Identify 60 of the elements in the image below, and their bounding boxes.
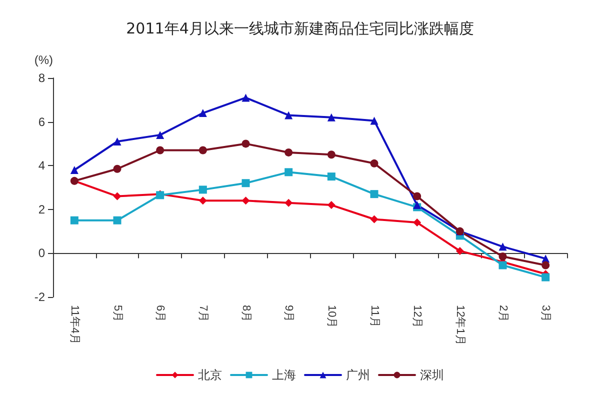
point [113,164,122,173]
x-tick-label: 11年4月 [68,305,80,345]
point [156,130,164,139]
point [498,242,507,251]
x-tick-label: 10月 [325,305,338,328]
point [284,111,293,120]
x-tick-label: 12年1月 [454,305,466,346]
y-tick-label: 4 [38,158,46,173]
point [284,148,293,156]
point [242,179,250,188]
point [413,192,422,200]
point [284,168,293,176]
point [198,109,207,118]
y-tick-label: -2 [34,290,46,304]
point [327,201,336,210]
point [113,192,122,200]
point [370,215,378,224]
point [370,116,378,125]
chart-title: 2011年4月以来一线城市新建商品住宅同比涨跌幅度 [126,20,474,38]
x-tick-label: 8月 [240,305,252,322]
point [413,218,422,227]
point [370,190,378,198]
point [242,196,250,205]
x-tick-label: 3月 [540,305,552,322]
legend-label: 北京 [198,368,222,382]
x-tick-label: 7月 [196,305,209,322]
x-tick-label: 2月 [496,305,509,322]
point [242,140,250,148]
point [498,252,507,260]
x-tick-label: 12月 [411,305,424,328]
point [242,94,250,102]
x-tick-label: 11月 [368,305,380,328]
y-tick-label: 8 [38,71,46,85]
y-tick-label: 0 [38,246,46,260]
legend-label: 广州 [346,368,370,382]
legend-label: 上海 [272,368,296,382]
x-tick-label: 5月 [111,305,124,322]
x-tick-label: 9月 [282,305,295,322]
point [327,172,336,181]
point [327,113,336,122]
point [456,247,464,256]
legend-label: 深圳 [420,368,444,382]
y-tick-label: 6 [38,114,46,129]
point [327,150,336,159]
point [113,138,122,146]
point [70,166,78,174]
point [498,261,507,270]
point [542,273,550,282]
point [113,216,122,224]
y-tick-label: 2 [38,202,46,216]
point [156,146,164,154]
point [198,146,207,154]
x-tick-label: 6月 [154,305,166,322]
point [284,198,293,207]
point [198,196,207,205]
point [542,261,550,270]
point [70,216,78,224]
point [370,159,378,168]
point [198,186,207,194]
y-axis-title: (%) [34,53,53,67]
